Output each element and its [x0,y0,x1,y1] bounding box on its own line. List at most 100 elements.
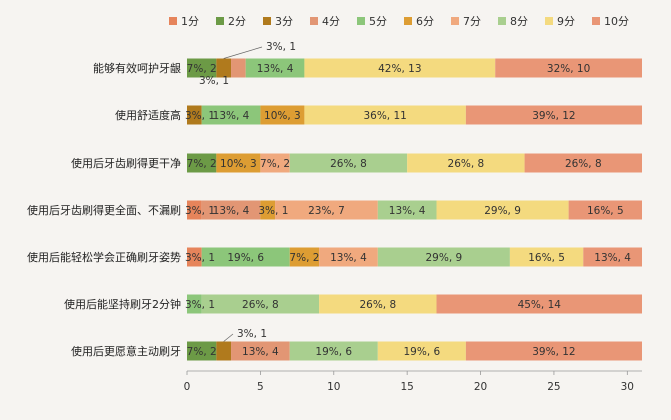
bar-segment-row6-score5 [187,294,202,314]
data-label-row5-score6: 7%, 2 [289,252,319,264]
data-label-row4-score9: 29%, 9 [484,205,521,217]
data-label-row5-score9: 16%, 5 [528,252,565,264]
bar-segment-row1-score9 [304,58,496,78]
data-label-row3-score2: 7%, 2 [187,158,217,170]
bar-segment-row7-score9 [377,341,466,361]
data-label-row4-score8: 13%, 4 [389,205,426,217]
data-label-row3-score7: 7%, 2 [260,158,290,170]
data-label-row7-score3: 3%, 1 [237,328,267,340]
x-tick-label-10: 10 [327,381,340,393]
legend-swatch-4 [310,17,318,25]
data-label-row5-score10: 13%, 4 [594,252,631,264]
legend-swatch-5 [357,17,365,25]
data-label-row6-score10: 45%, 14 [518,299,562,311]
legend-label-8: 8分 [510,15,528,28]
category-label-6: 使用后能坚持刷牙2分钟 [64,297,181,311]
legend-label-6: 6分 [416,15,434,28]
data-label-row4-score1: 3%, 1 [185,205,215,217]
bar-segment-row1-score5 [245,58,305,78]
bar-segment-row7-score10 [465,341,642,361]
bar-segment-row5-score7 [319,247,378,267]
bar-segment-row4-score4 [201,200,261,220]
data-label-row3-score6: 10%, 3 [220,158,257,170]
bar-segment-row3-score8 [289,153,408,173]
x-tick-label-5: 5 [257,381,264,393]
bar-segment-row4-score6 [260,200,276,220]
bar-segment-row3-score7 [260,153,290,173]
data-label-row2-score5: 13%, 4 [213,110,250,122]
bar-segment-row2-score10 [465,105,642,125]
data-label-row4-score10: 16%, 5 [587,205,624,217]
legend-swatch-7 [451,17,459,25]
bar-segment-row4-score7 [275,200,378,220]
bar-segment-row4-score9 [436,200,569,220]
legend-label-2: 2分 [228,15,246,28]
data-label-row2-score3: 3%, 1 [185,110,215,122]
bar-segment-row1-score10 [495,58,642,78]
bar-segment-row3-score6 [216,153,261,173]
legend-swatch-9 [545,17,553,25]
legend-label-1: 1分 [181,15,199,28]
data-label-row5-score1: 3%, 1 [185,252,215,264]
legend-swatch-8 [498,17,506,25]
bar-segment-row6-score9 [319,294,437,314]
bar-segment-row3-score10 [524,153,642,173]
bar-segment-row3-score2 [187,153,217,173]
data-label-row1-score4: 3%, 1 [199,75,229,87]
category-label-5: 使用后能轻松学会正确刷牙姿势 [27,250,181,264]
category-label-2: 使用舒适度高 [115,108,181,122]
x-tick-label-20: 20 [474,381,487,393]
data-label-row3-score8: 26%, 8 [330,158,367,170]
legend-swatch-2 [216,17,224,25]
legend-swatch-3 [263,17,271,25]
legend-label-7: 7分 [463,15,481,28]
legend-label-10: 10分 [604,15,629,28]
bar-segment-row4-score10 [568,200,642,220]
bar-segment-row2-score6 [260,105,305,125]
bar-segment-row1-score4 [231,58,246,78]
bar-segment-row5-score1 [187,247,202,267]
bar-segment-row6-score8 [201,294,320,314]
data-label-row7-score4: 13%, 4 [242,346,279,358]
bar-segment-row6-score10 [436,294,642,314]
x-tick-label-15: 15 [400,381,413,393]
legend-label-3: 3分 [275,15,293,28]
data-label-row1-score3: 3%, 1 [266,41,296,53]
bar-segment-row5-score6 [289,247,320,267]
bar-segment-row2-score3 [187,105,202,125]
bar-segment-row7-score3 [216,341,232,361]
data-label-row7-score2: 7%, 2 [187,346,217,358]
data-label-row4-score6: 3%, 1 [258,205,288,217]
bar-segment-row7-score2 [187,341,217,361]
bar-segment-row5-score10 [583,247,642,267]
bar-segment-row2-score9 [304,105,466,125]
data-label-row2-score10: 39%, 12 [532,110,575,122]
bar-segment-row4-score1 [187,200,202,220]
category-label-1: 能够有效呵护牙龈 [93,61,181,75]
bar-segment-row5-score8 [377,247,510,267]
x-tick-label-0: 0 [184,381,191,393]
data-label-row4-score4: 13%, 4 [213,205,250,217]
legend-swatch-6 [404,17,412,25]
data-label-row1-score9: 42%, 13 [378,63,421,75]
data-label-row2-score6: 10%, 3 [264,110,301,122]
data-label-row6-score8: 26%, 8 [242,299,279,311]
bar-segment-row1-score2 [187,58,217,78]
data-label-row5-score8: 29%, 9 [426,252,463,264]
legend-swatch-10 [592,17,600,25]
data-label-row6-score5: 3%, 1 [185,299,215,311]
legend-swatch-1 [169,17,177,25]
data-label-row1-score2: 7%, 2 [187,63,217,75]
x-tick-label-30: 30 [621,381,634,393]
data-label-row2-score9: 36%, 11 [363,110,406,122]
data-label-row3-score10: 26%, 8 [565,158,602,170]
data-label-row7-score9: 19%, 6 [403,346,440,358]
category-label-3: 使用后牙齿刷得更干净 [71,156,181,170]
bar-segment-row1-score3 [216,58,232,78]
callout-line-row7 [223,333,234,342]
bar-segment-row4-score8 [377,200,437,220]
legend-label-9: 9分 [557,15,575,28]
bar-segment-row2-score5 [201,105,261,125]
